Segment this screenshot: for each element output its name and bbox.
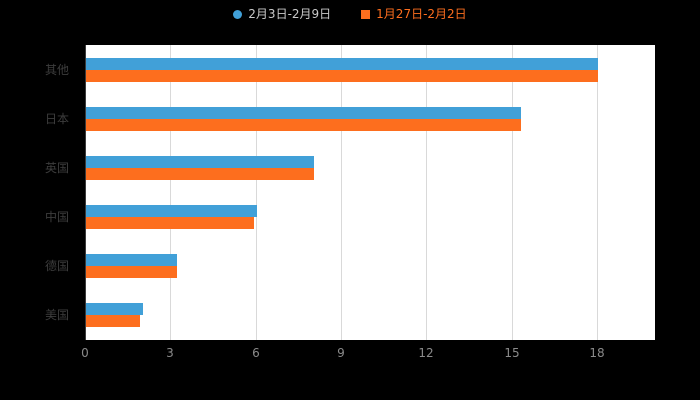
gridline <box>170 45 171 340</box>
chart-legend: 2月3日-2月9日 1月27日-2月2日 <box>0 7 700 21</box>
gridline <box>426 45 427 340</box>
y-category-label: 其他 <box>45 63 70 77</box>
y-category-label: 中国 <box>45 210 70 224</box>
bar-series-1 <box>86 58 598 70</box>
x-tick-label: 18 <box>589 346 605 360</box>
y-category-label: 德国 <box>45 259 70 273</box>
bar-series-2 <box>86 315 140 327</box>
bar-series-1 <box>86 254 177 266</box>
bar-series-2 <box>86 266 177 278</box>
bar-series-2 <box>86 217 254 229</box>
bar-series-1 <box>86 205 257 217</box>
legend-circle-marker-icon <box>233 9 243 19</box>
bar-series-2 <box>86 119 521 131</box>
legend-label-current-week: 2月3日-2月9日 <box>248 7 332 21</box>
y-category-label: 日本 <box>45 112 70 126</box>
legend-label-previous-week: 1月27日-2月2日 <box>376 7 467 21</box>
x-tick-label: 9 <box>337 346 345 360</box>
y-category-label: 美国 <box>45 308 70 322</box>
plot-area <box>85 45 655 340</box>
legend-square-marker-icon <box>361 9 371 19</box>
bar-series-1 <box>86 107 521 119</box>
x-tick-label: 6 <box>252 346 260 360</box>
legend-item-current-week[interactable]: 2月3日-2月9日 <box>233 7 331 21</box>
gridline <box>512 45 513 340</box>
x-tick-label: 3 <box>166 346 174 360</box>
y-axis-line <box>85 45 86 340</box>
x-tick-label: 12 <box>418 346 434 360</box>
x-tick-label: 15 <box>504 346 520 360</box>
bar-series-2 <box>86 70 598 82</box>
gridline <box>256 45 257 340</box>
y-category-label: 英国 <box>45 161 70 175</box>
bar-series-1 <box>86 303 143 315</box>
bar-series-1 <box>86 156 314 168</box>
gridline <box>597 45 598 340</box>
bar-series-2 <box>86 168 314 180</box>
x-tick-label: 0 <box>81 346 89 360</box>
legend-item-previous-week[interactable]: 1月27日-2月2日 <box>361 7 467 21</box>
gridline <box>341 45 342 340</box>
